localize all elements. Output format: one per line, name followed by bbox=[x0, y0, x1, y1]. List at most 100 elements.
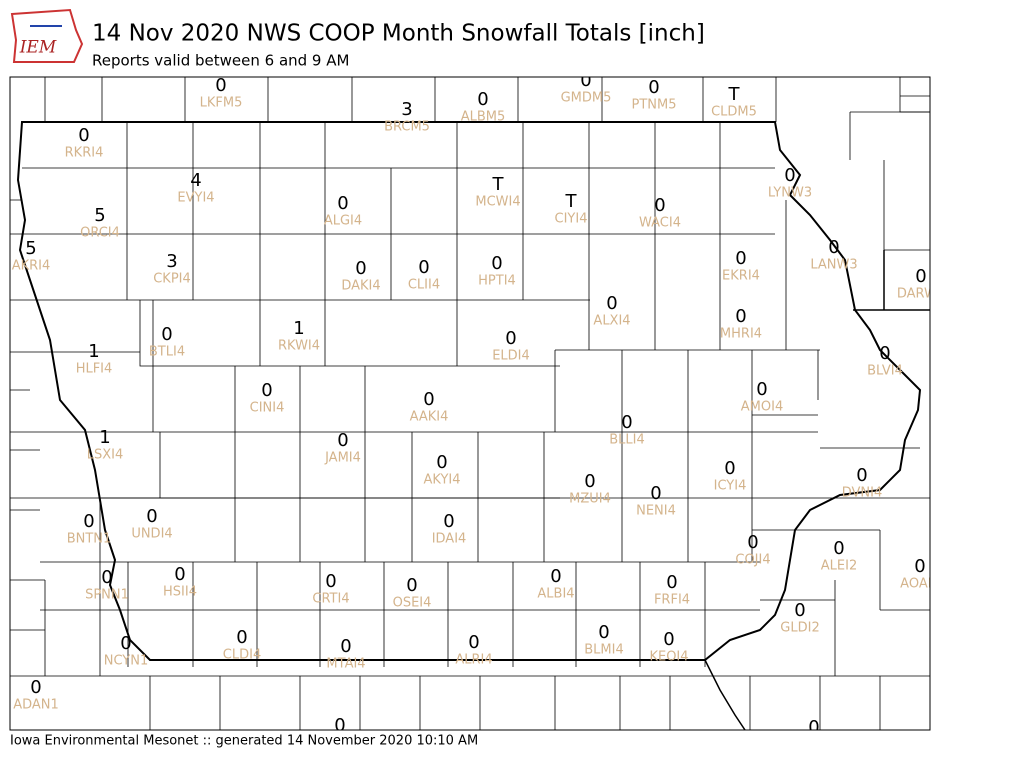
basemap bbox=[10, 77, 930, 730]
station-value: 0 bbox=[334, 715, 345, 736]
station-value: 5 bbox=[25, 238, 36, 259]
logo-text: IEM bbox=[19, 38, 57, 58]
station-id: MHRI4 bbox=[720, 327, 762, 342]
station-value: T bbox=[728, 84, 741, 105]
station-value: 0 bbox=[584, 471, 595, 492]
station-value: 0 bbox=[650, 483, 661, 504]
station-id: MTAI4 bbox=[326, 657, 365, 672]
station-value: 0 bbox=[606, 293, 617, 314]
station-id: HLFI4 bbox=[76, 362, 113, 377]
station-id: HSII4 bbox=[163, 585, 197, 600]
station-id: CLDI4 bbox=[223, 648, 261, 663]
station-id: UNDI4 bbox=[131, 527, 172, 542]
logo: IEM bbox=[10, 8, 84, 63]
station-id: CLDM5 bbox=[711, 105, 757, 120]
station-id: EVYI4 bbox=[177, 191, 214, 206]
station-value: 0 bbox=[915, 266, 926, 287]
station-value: 0 bbox=[477, 89, 488, 110]
station-value: 0 bbox=[443, 511, 454, 532]
station-value: 5 bbox=[94, 205, 105, 226]
station-value: 0 bbox=[174, 564, 185, 585]
station-id: BLMI4 bbox=[584, 643, 623, 658]
station-value: 0 bbox=[747, 532, 758, 553]
station-value: 0 bbox=[735, 306, 746, 327]
station-value: 0 bbox=[468, 632, 479, 653]
station-value: 0 bbox=[337, 430, 348, 451]
footer: Iowa Environmental Mesonet :: generated … bbox=[10, 734, 478, 749]
station-id: AKYI4 bbox=[423, 473, 460, 488]
station-value: 0 bbox=[146, 506, 157, 527]
station-value: 0 bbox=[621, 412, 632, 433]
station-value: T bbox=[565, 191, 578, 212]
station-value: 0 bbox=[735, 248, 746, 269]
station-id: ORCI4 bbox=[80, 226, 120, 241]
station-id: BNTN1 bbox=[67, 532, 112, 547]
station-id: ALBI4 bbox=[537, 587, 574, 602]
station-value: 0 bbox=[78, 125, 89, 146]
station-value: 0 bbox=[337, 193, 348, 214]
station-id: RKWI4 bbox=[278, 339, 320, 354]
station-id: BTLI4 bbox=[149, 345, 185, 360]
station-value: 1 bbox=[99, 427, 110, 448]
state-border-mo bbox=[704, 250, 930, 730]
station-value: 0 bbox=[161, 324, 172, 345]
station-value: 0 bbox=[406, 575, 417, 596]
station-id: ELDI4 bbox=[492, 349, 530, 364]
title: 14 Nov 2020 NWS COOP Month Snowfall Tota… bbox=[92, 21, 705, 47]
station-id: ICYI4 bbox=[714, 479, 747, 494]
station-id: CIYI4 bbox=[555, 212, 588, 227]
station-value: 0 bbox=[491, 253, 502, 274]
station-id: GLDI2 bbox=[780, 621, 819, 636]
station-id: NCYN1 bbox=[104, 654, 149, 669]
station-id: LKFM5 bbox=[200, 96, 243, 111]
station-id: BRCM5 bbox=[384, 120, 430, 135]
station-id: AMOI4 bbox=[741, 400, 783, 415]
station-id: IDAI4 bbox=[432, 532, 467, 547]
station-id: MZUI4 bbox=[569, 492, 611, 507]
station-value: 0 bbox=[418, 257, 429, 278]
station-id: WACI4 bbox=[639, 216, 681, 231]
station-value: 0 bbox=[724, 458, 735, 479]
station-id: ALRI4 bbox=[455, 653, 492, 668]
station-id: HPTI4 bbox=[478, 274, 516, 289]
station-id: DARW3 bbox=[897, 287, 945, 302]
station-value: 0 bbox=[580, 70, 591, 91]
station-value: 1 bbox=[293, 318, 304, 339]
station-value: 0 bbox=[833, 538, 844, 559]
station-id: COJI4 bbox=[735, 553, 770, 568]
station-id: GMDM5 bbox=[561, 91, 612, 106]
station-value: 0 bbox=[83, 511, 94, 532]
station-id: AKRI4 bbox=[12, 259, 51, 274]
station-id: OSEI4 bbox=[393, 596, 432, 611]
station-value: 0 bbox=[30, 677, 41, 698]
map-frame bbox=[9, 76, 931, 731]
station-value: 0 bbox=[236, 627, 247, 648]
station-id: BLVI4 bbox=[867, 364, 903, 379]
station-id: AAKI4 bbox=[410, 410, 449, 425]
subtitle: Reports valid between 6 and 9 AM bbox=[92, 52, 349, 70]
station-value: 1 bbox=[88, 341, 99, 362]
station-value: 0 bbox=[505, 328, 516, 349]
station-id: JAMI4 bbox=[324, 451, 361, 466]
station-id: BLLI4 bbox=[609, 433, 645, 448]
station-value: 0 bbox=[654, 195, 665, 216]
station-id: DVNI4 bbox=[842, 486, 883, 501]
station-value: 0 bbox=[808, 717, 819, 738]
station-id: LSXI4 bbox=[87, 448, 124, 463]
station-value: 0 bbox=[215, 75, 226, 96]
station-value: 0 bbox=[666, 572, 677, 593]
station-id: PTNM5 bbox=[632, 98, 677, 113]
station-value: 0 bbox=[436, 452, 447, 473]
station-id: CINI4 bbox=[250, 401, 285, 416]
station-id: EKRI4 bbox=[722, 269, 760, 284]
station-value: 0 bbox=[101, 567, 112, 588]
station-value: 0 bbox=[355, 258, 366, 279]
station-id: NENI4 bbox=[636, 504, 676, 519]
station-value: 0 bbox=[120, 633, 131, 654]
station-id: FRFI4 bbox=[654, 593, 690, 608]
station-id: CLII4 bbox=[408, 278, 440, 293]
station-value: 0 bbox=[340, 636, 351, 657]
station-id: ALGI4 bbox=[324, 214, 362, 229]
